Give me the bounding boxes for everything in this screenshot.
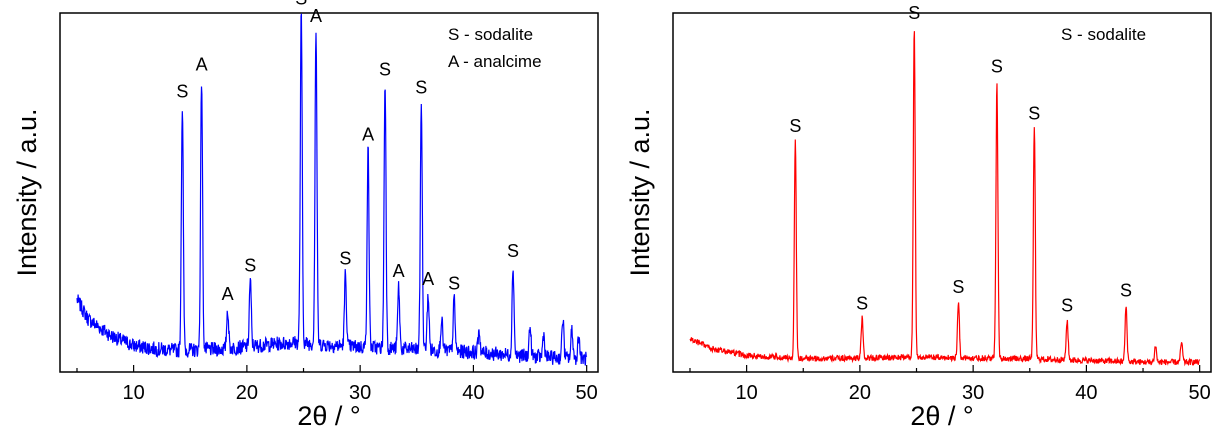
peak-label: S <box>339 249 351 269</box>
x-tick-label: 50 <box>1189 382 1211 404</box>
peak-label: S <box>789 116 801 136</box>
peak-label: S <box>1028 103 1040 123</box>
peak-label: A <box>393 261 405 281</box>
peak-label: S <box>379 59 391 79</box>
x-tick-label: 10 <box>122 382 144 404</box>
x-tick-label: 20 <box>236 382 258 404</box>
peak-label: S <box>295 0 307 9</box>
peak-label: A <box>362 125 374 145</box>
peak-label: S <box>244 256 256 276</box>
peak-label: S <box>176 82 188 102</box>
diffraction-pattern-line <box>76 13 588 366</box>
xrd-panel-left: 10 20 30 40 50 2θ / ° Intensity / a.u. S - soda… <box>12 0 599 431</box>
xrd-panel-right: 10 20 30 40 50 2θ / ° Intensity / a.u. S - soda… <box>625 3 1212 431</box>
peak-label: S <box>1061 295 1073 315</box>
x-tick-label: 40 <box>1075 382 1097 404</box>
plot-frame <box>672 12 1212 373</box>
legend-entry: S - sodalite <box>448 25 533 44</box>
peak-label: S <box>908 3 920 23</box>
peak-label: S <box>415 78 427 98</box>
peak-label: S <box>507 241 519 261</box>
x-tick-label: 30 <box>962 382 984 404</box>
x-axis-label: 2θ / ° <box>910 401 973 431</box>
peak-label: S <box>991 57 1003 77</box>
y-axis-label: Intensity / a.u. <box>12 108 42 276</box>
peak-label: A <box>196 55 208 75</box>
x-tick-label: 40 <box>462 382 484 404</box>
y-axis-label: Intensity / a.u. <box>625 108 655 276</box>
peak-label: S <box>952 277 964 297</box>
x-tick-label: 10 <box>735 382 757 404</box>
diffraction-pattern-line <box>689 31 1201 367</box>
peak-label: S <box>1120 281 1132 301</box>
legend-entry: A - analcime <box>448 52 542 71</box>
plot-frame <box>59 12 599 373</box>
legend-entry: S - sodalite <box>1061 25 1146 44</box>
x-tick-label: 50 <box>576 382 598 404</box>
x-tick-label: 30 <box>349 382 371 404</box>
peak-label: A <box>422 269 434 289</box>
x-tick-label: 20 <box>849 382 871 404</box>
peak-label: S <box>856 293 868 313</box>
peak-label: A <box>222 284 234 304</box>
peak-label: S <box>448 274 460 294</box>
peak-label: A <box>310 6 322 26</box>
x-axis-label: 2θ / ° <box>297 401 360 431</box>
